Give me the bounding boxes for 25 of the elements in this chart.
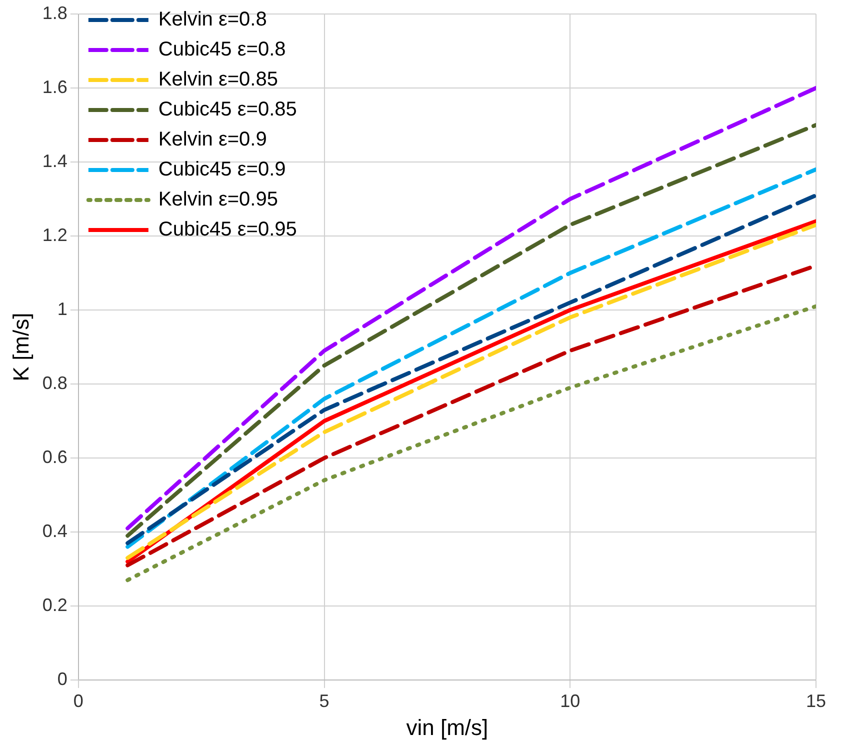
- x-tick-label: 0: [73, 690, 84, 711]
- y-tick-label: 1.4: [42, 150, 68, 171]
- y-tick-label: 1.2: [42, 224, 68, 245]
- legend-label: Cubic45 ε=0.8: [158, 38, 286, 61]
- y-tick-label: 0.8: [42, 372, 68, 393]
- y-tick-label: 0.2: [42, 594, 68, 615]
- legend-label: Kelvin ε=0.95: [158, 188, 278, 211]
- y-tick-label: 0.6: [42, 446, 68, 467]
- x-tick-label: 10: [560, 690, 580, 711]
- legend-label: Cubic45 ε=0.85: [158, 98, 297, 121]
- legend-label: Kelvin ε=0.85: [158, 68, 278, 91]
- y-tick-label: 1: [57, 298, 68, 319]
- legend-label: Cubic45 ε=0.9: [158, 158, 286, 181]
- line-series: [126, 304, 816, 582]
- legend-label: Kelvin ε=0.9: [158, 128, 267, 151]
- x-axis-title: vin [m/s]: [406, 714, 488, 740]
- y-tick-label: 1.6: [42, 76, 68, 97]
- y-tick-label: 0: [57, 668, 68, 689]
- legend-label: Kelvin ε=0.8: [158, 8, 267, 31]
- x-tick-label: 5: [319, 690, 330, 711]
- y-tick-label: 1.8: [42, 2, 68, 23]
- legend-label: Cubic45 ε=0.95: [158, 218, 297, 241]
- x-tick-label: 15: [806, 690, 826, 711]
- y-axis-title: K [m/s]: [8, 312, 34, 382]
- y-tick-label: 0.4: [42, 520, 68, 541]
